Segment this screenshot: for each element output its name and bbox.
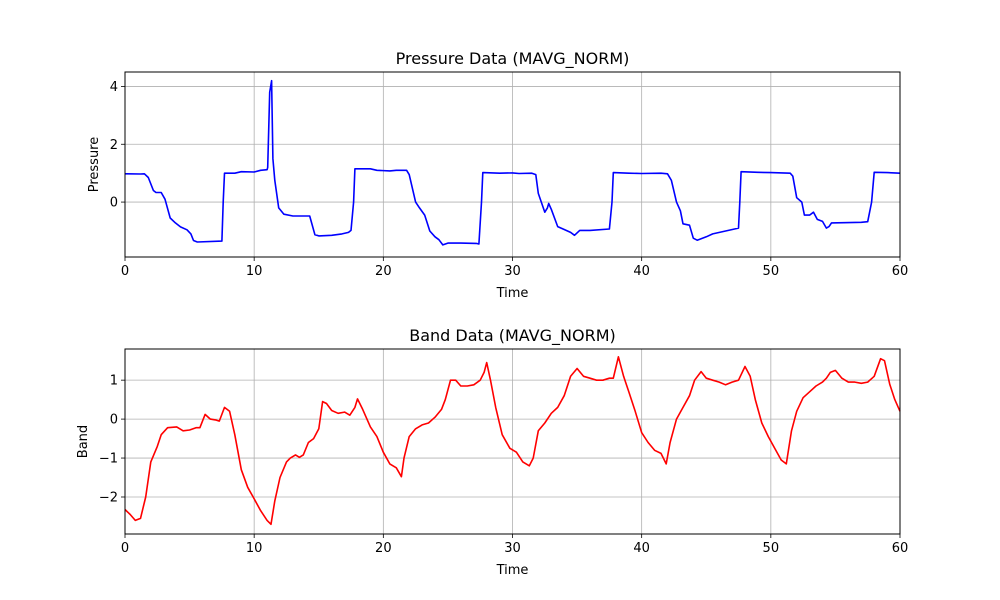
x-tick-label: 30 [504,264,521,279]
x-tick-label: 50 [763,541,780,556]
y-tick-label: −1 [99,452,118,467]
band-chart: Band Data (MAVG_NORM) 0 10 20 30 40 50 60−2−10… [76,326,908,578]
y-tick-label: 0 [110,196,118,211]
x-axis-label: Time [496,286,529,301]
x-tick-label: 10 [246,264,263,279]
series-group [124,79,901,246]
x-tick-label: 10 [246,541,263,556]
x-tick-label: 30 [504,541,521,556]
pressure-chart: Pressure Data (MAVG_NORM) 0 10 20 30 40 50 600… [87,49,908,301]
y-tick-label: 1 [110,374,118,389]
x-axis-label: Time [496,563,529,578]
x-tick-label: 60 [892,541,909,556]
y-axis-label: Pressure [87,137,102,193]
chart-title: Band Data (MAVG_NORM) [409,326,616,346]
x-tick-label: 50 [763,264,780,279]
series-line [124,355,901,526]
y-tick-label: 4 [110,80,118,95]
x-tick-label: 40 [633,264,650,279]
chart-title: Pressure Data (MAVG_NORM) [396,49,630,69]
y-tick-label: 2 [110,138,118,153]
y-tick-label: 0 [110,413,118,428]
x-tick-label: 60 [892,264,909,279]
y-axis-label: Band [76,425,91,458]
x-tick-label: 20 [375,541,392,556]
axis-ticks: 0 10 20 30 40 50 60 0 2 4 [110,80,909,279]
axis-ticks: 0 10 20 30 40 50 60 −2 −1 0 1 [99,374,908,556]
x-tick-label: 0 [121,541,129,556]
x-tick-label: 0 [121,264,129,279]
x-tick-label: 40 [633,541,650,556]
series-group [124,355,901,526]
series-line [124,79,901,246]
y-tick-label: −2 [99,491,118,506]
x-tick-label: 20 [375,264,392,279]
